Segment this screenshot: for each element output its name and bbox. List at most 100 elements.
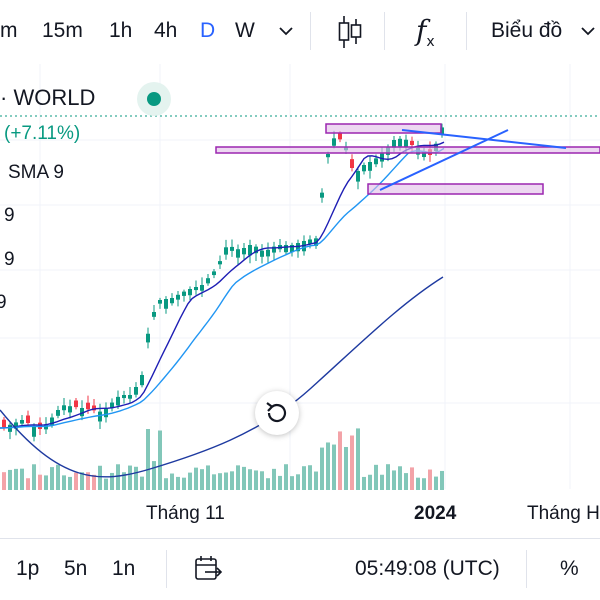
timeframe-15m[interactable]: 15m (42, 19, 83, 42)
volume-bar (20, 468, 24, 490)
volume-bar (362, 476, 366, 490)
candle-body (308, 239, 312, 244)
candle-body (260, 250, 264, 257)
volume-bar (326, 442, 330, 490)
volume-bar (182, 477, 186, 490)
volume-bar (440, 470, 444, 490)
volume-bar (230, 471, 234, 490)
candle-body (140, 375, 144, 386)
volume-bar (110, 472, 114, 490)
range-5y-button[interactable]: 5n (64, 557, 88, 580)
volume-bar (410, 467, 414, 490)
toolbar-divider (310, 12, 311, 50)
bottom-divider (0, 538, 600, 539)
percent-toggle[interactable]: % (560, 557, 579, 580)
timeframe-4h[interactable]: 4h (154, 19, 178, 42)
candle-body (326, 154, 330, 158)
indicator-value: 9 (0, 292, 7, 313)
volume-bar (50, 467, 54, 490)
toolbar-divider (166, 550, 167, 588)
candle-body (206, 278, 210, 284)
indicator-value: 9 (4, 205, 15, 226)
volume-bar (128, 465, 132, 490)
timeframe-day[interactable]: D (200, 19, 216, 42)
symbol-name: · WORLD (0, 85, 96, 110)
volume-bar (224, 472, 228, 490)
candle-body (188, 289, 192, 296)
candle-body (374, 158, 378, 165)
candle-body (356, 171, 360, 182)
timeframe-week[interactable]: W (235, 19, 255, 42)
volume-bar (404, 473, 408, 490)
trend-line (401, 129, 567, 149)
volume-bar (422, 478, 426, 490)
candle-body (164, 299, 168, 309)
candle-body (200, 285, 204, 291)
candle-body (134, 387, 138, 395)
range-1y-button[interactable]: 1n (112, 557, 136, 580)
volume-bar (134, 466, 138, 490)
price-chart[interactable] (0, 64, 600, 538)
volume-bar (26, 478, 30, 490)
toolbar-divider (526, 550, 527, 588)
range-1d-button[interactable]: 1p (16, 557, 40, 580)
bottom-toolbar (0, 539, 600, 600)
candle-body (224, 247, 228, 255)
volume-bar (314, 471, 318, 490)
candlestick-icon[interactable] (336, 14, 364, 50)
volume-bar (188, 472, 192, 490)
volume-bar (392, 470, 396, 490)
candle-body (266, 249, 270, 257)
candle-body (116, 396, 120, 406)
candle-body (440, 127, 444, 135)
volume-bar (368, 474, 372, 490)
volume-bar (434, 476, 438, 490)
volume-bar (266, 478, 270, 490)
chart-canvas[interactable] (0, 64, 600, 538)
market-status-dot (137, 82, 171, 116)
volume-bar (170, 473, 174, 490)
calendar-arrow-icon[interactable] (193, 554, 223, 584)
candle-body (86, 402, 90, 410)
reset-chart-button[interactable] (255, 391, 299, 435)
timeframe-partial[interactable]: m (0, 19, 18, 42)
volume-bar (14, 468, 18, 490)
volume-bar (56, 464, 60, 490)
trend-line (379, 129, 509, 191)
top-toolbar: m 15m 1h 4h D W fx Biểu đồ (0, 0, 600, 64)
volume-bar (272, 468, 276, 490)
candle-body (236, 249, 240, 258)
candle-body (20, 420, 24, 424)
candle-body (170, 298, 174, 304)
x-axis-label: 2024 (414, 503, 457, 524)
chart-type-button[interactable]: Biểu đồ (491, 19, 563, 42)
volume-bar (374, 464, 378, 490)
indicator-label[interactable]: SMA 9 (8, 162, 64, 183)
candle-body (248, 245, 252, 256)
function-icon[interactable]: fx (416, 14, 435, 50)
candle-body (56, 410, 60, 416)
volume-bar (356, 428, 360, 490)
volume-bar (242, 466, 246, 490)
volume-bar (122, 472, 126, 490)
chevron-down-icon[interactable] (278, 24, 294, 38)
candle-body (128, 395, 132, 399)
volume-bar (386, 464, 390, 490)
volume-bar (416, 477, 420, 490)
toolbar-divider (466, 12, 467, 50)
timeframe-1h[interactable]: 1h (109, 19, 133, 42)
candle-body (422, 151, 426, 158)
volume-bar (212, 474, 216, 490)
volume-bar (206, 465, 210, 490)
candle-body (368, 162, 372, 171)
chevron-down-icon[interactable] (578, 24, 600, 38)
reset-chart-icon (266, 402, 287, 423)
demand-zone (367, 183, 544, 195)
candle-body (398, 138, 402, 147)
candle-body (2, 419, 6, 428)
candle-body (410, 140, 414, 145)
volume-bar (344, 446, 348, 490)
clock-time[interactable]: 05:49:08 (UTC) (355, 557, 500, 580)
volume-bar (116, 464, 120, 490)
volume-bar (398, 466, 402, 490)
